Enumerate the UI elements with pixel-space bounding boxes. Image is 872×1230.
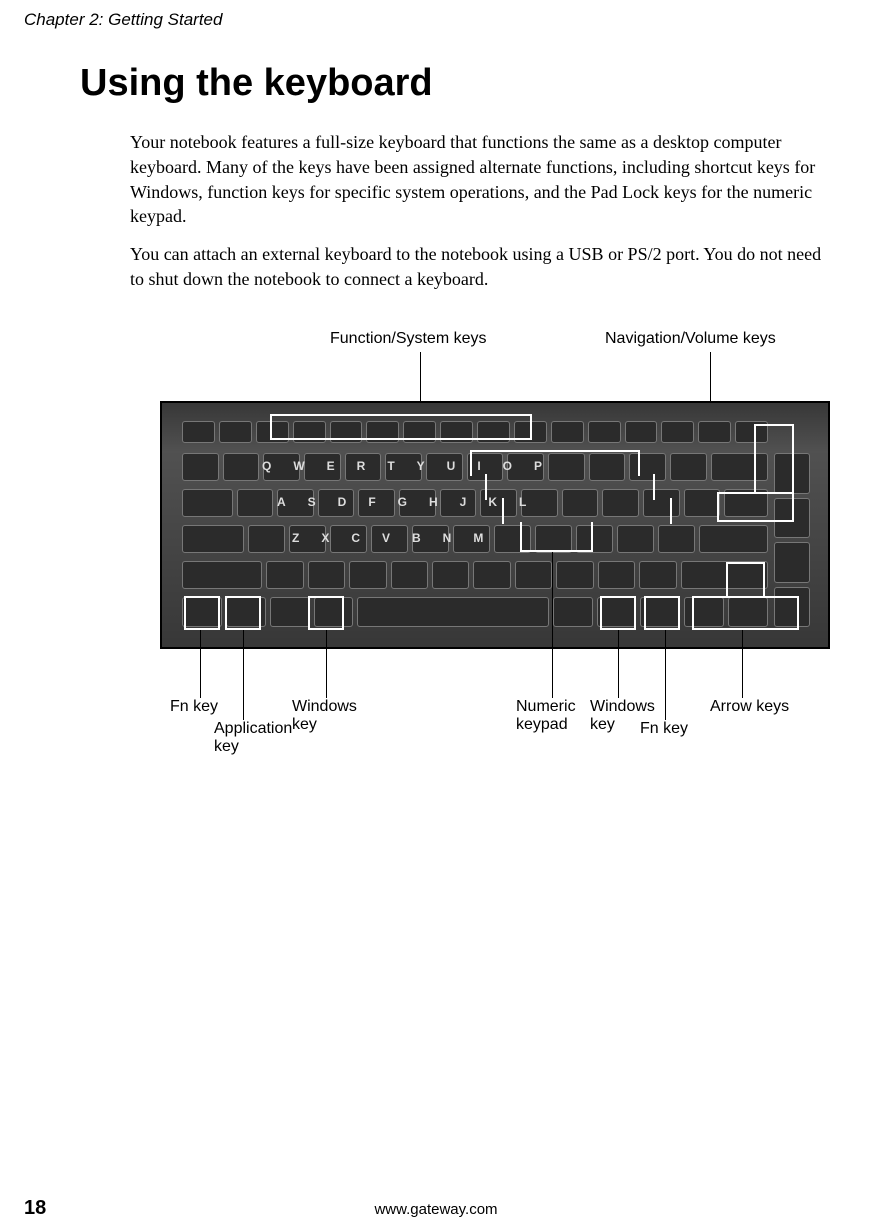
highlight-arrow-keys: [692, 596, 799, 630]
callout-arrow-keys: Arrow keys: [710, 698, 789, 716]
leader-line: [243, 630, 244, 720]
callout-numeric-keypad: Numeric keypad: [516, 698, 596, 734]
highlight-numeric-keypad: [485, 474, 655, 500]
chapter-header: Chapter 2: Getting Started: [24, 10, 222, 30]
key-letters: ZXCVBNM: [292, 531, 505, 545]
leader-line: [618, 630, 619, 698]
callout-function-system-keys: Function/System keys: [330, 330, 487, 348]
highlight-numeric-keypad: [520, 522, 593, 552]
body-paragraph-2: You can attach an external keyboard to t…: [130, 242, 835, 292]
leader-line: [742, 630, 743, 698]
callout-navigation-volume-keys: Navigation/Volume keys: [605, 330, 776, 348]
callout-fn-key-right: Fn key: [640, 720, 688, 738]
body-paragraph-1: Your notebook features a full-size keybo…: [130, 130, 835, 229]
highlight-application-key: [225, 596, 261, 630]
highlight-fn-key-right: [644, 596, 680, 630]
key-row-bottom: [182, 597, 768, 627]
leader-line: [326, 630, 327, 698]
leader-line: [200, 630, 201, 698]
highlight-windows-key-right: [600, 596, 636, 630]
highlight-numeric-keypad: [470, 450, 640, 476]
highlight-nav-keys: [754, 424, 794, 494]
highlight-function-keys: [270, 414, 532, 440]
highlight-numeric-keypad: [502, 498, 672, 524]
highlight-fn-key-left: [184, 596, 220, 630]
keyboard-diagram: Function/System keys Navigation/Volume k…: [120, 310, 840, 770]
highlight-arrow-keys: [726, 562, 765, 598]
highlight-nav-keys: [717, 492, 794, 522]
key-row: [182, 561, 768, 589]
highlight-windows-key-left: [308, 596, 344, 630]
page-title: Using the keyboard: [80, 62, 433, 105]
callout-fn-key-left: Fn key: [170, 698, 218, 716]
footer-url: www.gateway.com: [24, 1201, 848, 1218]
leader-line: [552, 552, 553, 698]
callout-windows-key-left: Windows key: [292, 698, 382, 734]
page-footer: 18 www.gateway.com: [24, 1190, 848, 1220]
